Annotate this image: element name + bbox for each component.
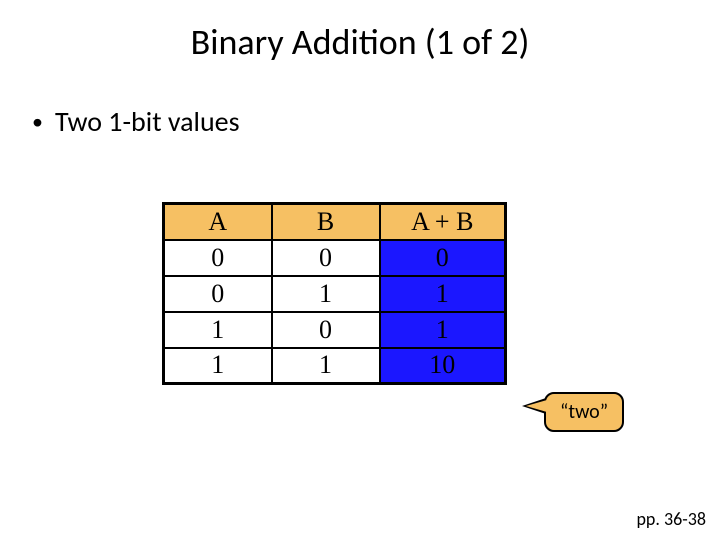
cell-ab: 1 [380, 312, 506, 348]
cell-ab: 1 [380, 276, 506, 312]
table-row: 1 0 1 [164, 312, 506, 348]
table-row: 0 0 0 [164, 240, 506, 276]
cell-b: 1 [272, 348, 380, 384]
table-row: 1 1 10 [164, 348, 506, 384]
slide-title: Binary Addition (1 of 2) [0, 20, 720, 64]
bullet-icon: • [32, 108, 43, 135]
cell-ab: 0 [380, 240, 506, 276]
cell-a: 0 [164, 276, 272, 312]
cell-b: 0 [272, 312, 380, 348]
col-header-a: A [164, 204, 272, 240]
page-reference: pp. 36-38 [636, 508, 706, 530]
cell-ab: 10 [380, 348, 506, 384]
addition-table: A B A + B 0 0 0 0 1 1 1 0 1 1 1 10 [162, 202, 507, 385]
bullet-item: • Two 1-bit values [32, 104, 720, 139]
bullet-text: Two 1-bit values [55, 104, 240, 139]
table-header-row: A B A + B [164, 204, 506, 240]
addition-table-wrap: A B A + B 0 0 0 0 1 1 1 0 1 1 1 10 [162, 202, 507, 385]
cell-a: 0 [164, 240, 272, 276]
col-header-b: B [272, 204, 380, 240]
callout-two: “two” [544, 392, 624, 432]
cell-a: 1 [164, 312, 272, 348]
cell-b: 0 [272, 240, 380, 276]
cell-a: 1 [164, 348, 272, 384]
table-row: 0 1 1 [164, 276, 506, 312]
col-header-ab: A + B [380, 204, 506, 240]
cell-b: 1 [272, 276, 380, 312]
